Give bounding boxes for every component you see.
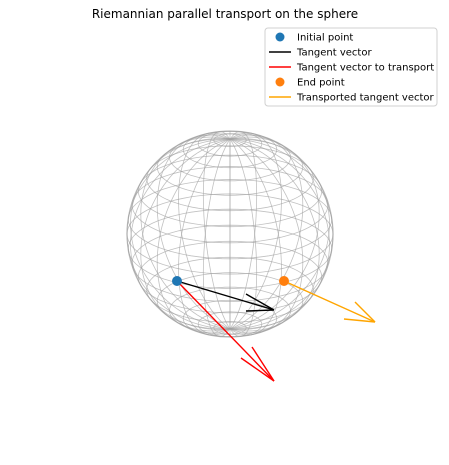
legend-item: End point bbox=[275, 77, 345, 89]
transported-tangent-vector-arrow-shaft bbox=[283, 280, 376, 323]
sphere-longitude-line bbox=[229, 138, 330, 330]
end-point bbox=[279, 276, 289, 286]
legend-item: Transported tangent vector bbox=[269, 93, 435, 104]
tangent-vector-to-transport-arrow-shaft bbox=[176, 280, 275, 382]
sphere-longitude-line bbox=[229, 138, 282, 336]
sphere-wireframe bbox=[126, 130, 334, 338]
transported-tangent-vector-arrow-head bbox=[354, 301, 376, 323]
sphere-longitude-line bbox=[229, 138, 320, 332]
legend-item: Tangent vector to transport bbox=[269, 63, 434, 74]
legend-item: Tangent vector bbox=[269, 48, 372, 59]
legend-label: End point bbox=[297, 78, 345, 89]
initial-point bbox=[172, 276, 182, 286]
legend: Initial point Tangent vector Tangent vecto… bbox=[264, 27, 438, 107]
legend-label: Initial point bbox=[297, 33, 353, 44]
chart-title: Riemannian parallel transport on the sph… bbox=[92, 7, 358, 21]
legend-marker bbox=[275, 32, 285, 42]
sphere-longitude-line bbox=[130, 138, 231, 330]
legend-label: Tangent vector to transport bbox=[296, 63, 434, 74]
transported-tangent-vector-arrow-head bbox=[343, 318, 376, 323]
sphere-outline bbox=[126, 130, 334, 338]
legend-frame bbox=[264, 27, 438, 107]
sphere-longitude-line bbox=[130, 138, 231, 330]
sphere-longitude-line bbox=[178, 138, 231, 336]
sphere-longitude-line bbox=[229, 138, 330, 330]
tangent-vector-to-transport-arrow-head bbox=[240, 357, 275, 382]
tangent-vector-arrow bbox=[176, 280, 275, 312]
legend-label: Tangent vector bbox=[296, 48, 372, 59]
tangent-vector-arrow-head bbox=[245, 293, 275, 311]
sphere-longitude-line bbox=[202, 138, 231, 337]
legend-marker bbox=[275, 77, 285, 87]
sphere-longitude-line bbox=[140, 138, 231, 332]
tangent-vector-arrow-head bbox=[245, 309, 275, 312]
legend-item: Initial point bbox=[275, 32, 353, 44]
points-layer bbox=[172, 276, 289, 286]
sphere-longitude-line bbox=[229, 131, 258, 330]
vectors-layer bbox=[176, 280, 376, 382]
legend-label: Transported tangent vector bbox=[296, 93, 435, 104]
tangent-vector-to-transport-arrow-head bbox=[251, 346, 275, 382]
sphere-longitude-line bbox=[202, 131, 231, 330]
tangent-vector-to-transport-arrow bbox=[176, 280, 275, 382]
sphere-longitude-line bbox=[229, 138, 258, 337]
sphere-longitude-line bbox=[140, 136, 231, 330]
transported-tangent-vector-arrow bbox=[283, 280, 376, 323]
tangent-vector-arrow-shaft bbox=[176, 280, 275, 311]
